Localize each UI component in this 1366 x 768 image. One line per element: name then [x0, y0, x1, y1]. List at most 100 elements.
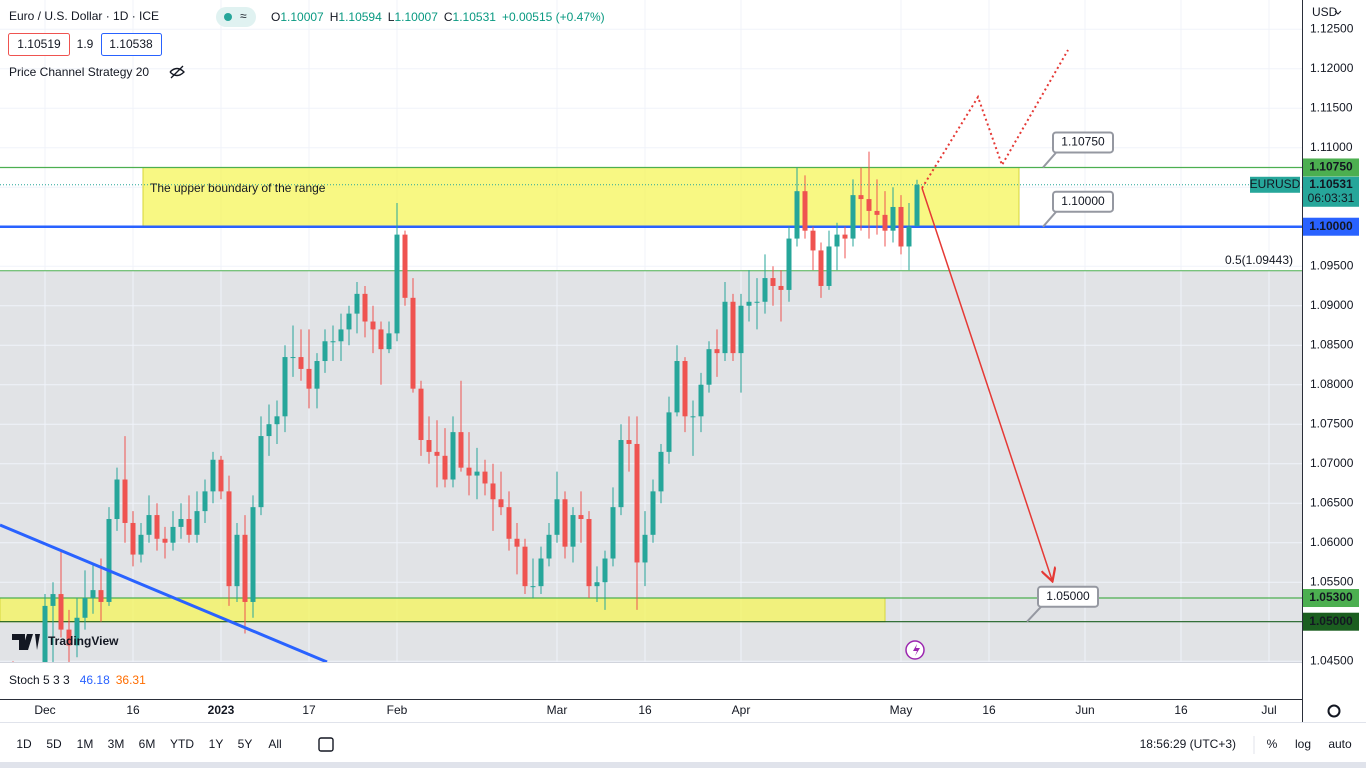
candle-body — [634, 443, 640, 563]
range-button[interactable]: 1Y — [209, 737, 224, 751]
y-tick-label: 1.11000 — [1310, 140, 1353, 154]
candle-body — [866, 199, 872, 211]
ohlc-key: C — [444, 10, 453, 24]
scale-option[interactable]: auto — [1328, 737, 1352, 751]
status-dot — [224, 13, 232, 21]
candle-body — [698, 384, 704, 417]
candle-body — [834, 234, 840, 247]
range-button[interactable]: 5D — [46, 737, 62, 751]
candle-body — [178, 519, 184, 527]
candle-body — [218, 459, 224, 492]
candle-body — [442, 455, 448, 480]
level-box — [1303, 589, 1359, 608]
candle-body — [410, 297, 416, 389]
y-tick-label: 1.05500 — [1310, 574, 1354, 588]
countdown: 06:03:31 — [1308, 191, 1355, 205]
candle-body — [202, 491, 208, 512]
settings-gear[interactable] — [1327, 704, 1341, 718]
ohlc-value: 1.10594 — [338, 10, 382, 24]
x-tick-label: Mar — [547, 703, 568, 717]
stoch-label: Stoch 5 3 3 — [9, 673, 70, 687]
range-button[interactable]: 3M — [108, 737, 125, 751]
calendar-icon[interactable] — [318, 737, 334, 752]
range-button[interactable]: 5Y — [238, 737, 253, 751]
candle-body — [82, 598, 88, 618]
candle-body — [274, 416, 280, 425]
callout-leader — [1042, 150, 1058, 169]
candle-body — [842, 234, 848, 239]
candle-body — [450, 432, 456, 480]
trend-line — [0, 523, 328, 662]
indicator: Price Channel Strategy 20 — [9, 65, 149, 79]
stoch-k: 46.18 — [80, 673, 110, 687]
candle-body — [618, 440, 624, 508]
event-bolt — [913, 644, 920, 656]
candle-body — [522, 546, 528, 587]
candle-body — [754, 301, 760, 303]
hide-icon[interactable] — [169, 65, 185, 79]
range-button[interactable]: YTD — [170, 737, 194, 751]
candle-body — [394, 234, 400, 334]
candle-body — [346, 313, 352, 330]
ask-box[interactable] — [101, 33, 162, 56]
candle-body — [554, 499, 560, 535]
scale-option[interactable]: log — [1295, 737, 1311, 751]
ohlc-value: 1.10531 — [453, 10, 497, 24]
bid-box[interactable] — [8, 33, 70, 56]
candle-body — [234, 534, 240, 587]
level-label: 1.10000 — [1309, 219, 1353, 233]
candle-body — [914, 184, 920, 227]
candle-body — [162, 538, 168, 543]
candle-body — [570, 515, 576, 547]
range-button[interactable]: 6M — [139, 737, 156, 751]
x-tick-label: Apr — [732, 703, 751, 717]
y-tick-label: 1.09500 — [1310, 258, 1354, 272]
x-tick-label: Jul — [1261, 703, 1276, 717]
candle-body — [578, 515, 584, 520]
level-label: 1.10750 — [1309, 160, 1353, 174]
candle-body — [306, 368, 312, 389]
candle-body — [482, 471, 488, 484]
projection-arrow — [921, 187, 1052, 580]
projection-path — [921, 49, 1069, 189]
candle-body — [250, 507, 256, 602]
scale-option[interactable]: % — [1267, 737, 1278, 751]
candle-body — [546, 534, 552, 559]
currency: USD — [1312, 5, 1338, 19]
candle-body — [170, 526, 176, 543]
candle-body — [434, 451, 440, 456]
candle-body — [882, 214, 888, 231]
ask: 1.10538 — [109, 37, 153, 51]
candle-body — [682, 361, 688, 417]
candle-body — [762, 278, 768, 302]
x-tick-label: 16 — [126, 703, 140, 717]
y-tick-label: 1.08500 — [1310, 337, 1354, 351]
y-tick-label: 1.06000 — [1310, 535, 1354, 549]
candle-body — [802, 191, 808, 231]
candle-body — [314, 361, 320, 389]
y-tick-label: 1.04500 — [1310, 653, 1354, 667]
ohlc-value: 1.10007 — [394, 10, 438, 24]
level-box — [1303, 158, 1359, 177]
candle-body — [322, 341, 328, 362]
price-pane — [0, 0, 1302, 662]
candle-body — [242, 534, 248, 602]
candle-body — [146, 515, 152, 535]
candle-body — [130, 522, 136, 555]
candle-body — [730, 301, 736, 354]
y-tick-label: 1.07500 — [1310, 416, 1354, 430]
range-button[interactable]: All — [268, 737, 281, 751]
candle-body — [330, 341, 336, 343]
candle-body — [362, 293, 368, 322]
candle-body — [418, 388, 424, 441]
candle-body — [770, 278, 776, 286]
candle-body — [602, 558, 608, 583]
x-tick-label: May — [890, 703, 913, 717]
candle-body — [722, 301, 728, 354]
y-tick-label: 1.09000 — [1310, 298, 1354, 312]
range-button[interactable]: 1M — [77, 737, 94, 751]
candle-body — [642, 534, 648, 563]
range-button[interactable]: 1D — [16, 737, 32, 751]
